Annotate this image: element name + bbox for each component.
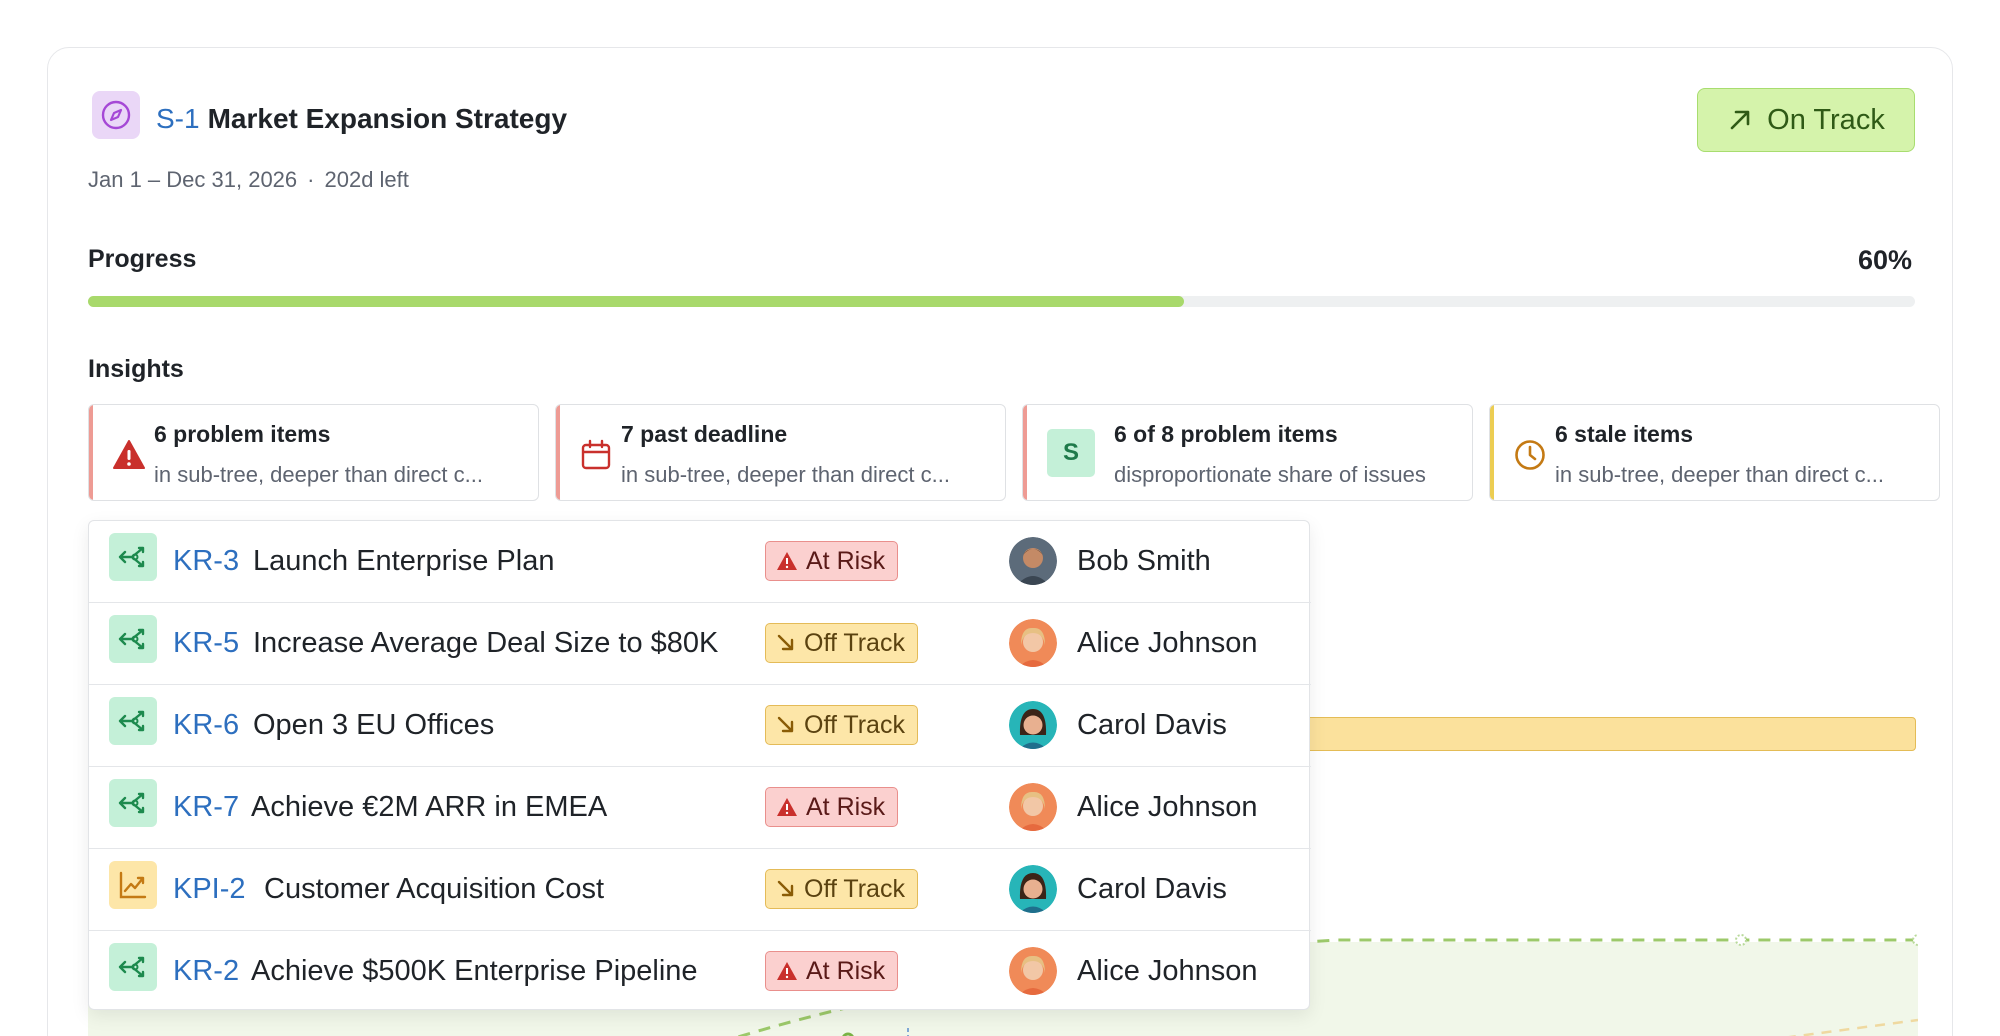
list-item[interactable]: KPI-2 Customer Acquisition Cost Off Trac… bbox=[89, 849, 1311, 931]
item-id[interactable]: KR-2 bbox=[173, 955, 240, 987]
warning-icon bbox=[777, 798, 797, 816]
warning-icon bbox=[777, 962, 797, 980]
insight-subtitle: in sub-tree, deeper than direct c... bbox=[621, 462, 950, 487]
status-label: At Risk bbox=[806, 546, 886, 575]
item-name[interactable]: Increase Average Deal Size to $80K bbox=[253, 627, 719, 659]
item-name[interactable]: Customer Acquisition Cost bbox=[264, 873, 605, 905]
item-id[interactable]: KR-3 bbox=[173, 545, 240, 577]
list-item[interactable]: KR-7 Achieve €2M ARR in EMEA At Risk Ali… bbox=[89, 767, 1311, 849]
owner-name: Carol Davis bbox=[1077, 709, 1227, 741]
key-result-icon bbox=[109, 615, 157, 663]
key-result-icon bbox=[109, 779, 157, 827]
insight-subtitle: disproportionate share of issues bbox=[1114, 462, 1426, 487]
avatar bbox=[1009, 701, 1057, 749]
key-result-icon bbox=[109, 697, 157, 745]
list-item[interactable]: KR-2 Achieve $500K Enterprise Pipeline A… bbox=[89, 931, 1311, 1013]
status-label: At Risk bbox=[806, 792, 886, 821]
data-point bbox=[1735, 934, 1747, 946]
trend-chart-icon bbox=[109, 861, 157, 909]
warning-icon bbox=[777, 552, 797, 570]
target-line bbox=[1788, 1018, 1918, 1036]
item-id[interactable]: KR-5 bbox=[173, 627, 240, 659]
problem-items-dropdown: KR-3 Launch Enterprise Plan At Risk Bob … bbox=[88, 520, 1311, 1013]
insight-title: 6 of 8 problem items bbox=[1114, 421, 1338, 447]
page-title: S-1 Market Expansion Strategy bbox=[156, 103, 567, 135]
arrow-down-right-icon bbox=[777, 634, 794, 651]
insight-accent bbox=[1490, 405, 1494, 500]
insights-label: Insights bbox=[88, 355, 184, 383]
data-point bbox=[1912, 934, 1918, 946]
item-id[interactable]: KPI-2 bbox=[173, 873, 246, 905]
avatar bbox=[1009, 619, 1057, 667]
arrow-down-right-icon bbox=[777, 880, 794, 897]
avatar bbox=[1009, 537, 1057, 585]
insight-title: 6 stale items bbox=[1555, 421, 1694, 447]
key-result-icon bbox=[109, 943, 157, 991]
avatar-letter: S bbox=[1062, 439, 1079, 466]
status-badge: Off Track bbox=[765, 869, 918, 909]
progress-bar bbox=[88, 296, 1915, 307]
item-name[interactable]: Open 3 EU Offices bbox=[253, 709, 495, 741]
avatar bbox=[1009, 947, 1057, 995]
status-label: On Track bbox=[1767, 103, 1885, 136]
timeline-bar bbox=[1300, 717, 1916, 751]
insight-accent bbox=[556, 405, 560, 500]
item-name[interactable]: Achieve $500K Enterprise Pipeline bbox=[251, 955, 698, 987]
insight-card-stale-items[interactable]: 6 stale items in sub-tree, deeper than d… bbox=[1489, 404, 1940, 501]
status-button[interactable]: On Track bbox=[1697, 88, 1915, 152]
progress-label: Progress bbox=[88, 245, 197, 273]
arrow-down-right-icon bbox=[777, 716, 794, 733]
status-label: Off Track bbox=[804, 628, 905, 657]
status-badge: Off Track bbox=[765, 705, 918, 745]
item-name[interactable]: Launch Enterprise Plan bbox=[253, 545, 555, 577]
owner-name: Carol Davis bbox=[1077, 873, 1227, 905]
status-badge: At Risk bbox=[765, 787, 899, 827]
status-badge: Off Track bbox=[765, 623, 918, 663]
list-item[interactable]: KR-3 Launch Enterprise Plan At Risk Bob … bbox=[89, 521, 1311, 603]
status-label: Off Track bbox=[804, 874, 905, 903]
owner-name: Alice Johnson bbox=[1077, 791, 1258, 823]
insight-subtitle: in sub-tree, deeper than direct c... bbox=[154, 462, 483, 487]
status-badge: At Risk bbox=[765, 541, 899, 581]
strategy-id[interactable]: S-1 bbox=[156, 103, 200, 134]
item-id[interactable]: KR-6 bbox=[173, 709, 240, 741]
insight-title: 7 past deadline bbox=[621, 421, 788, 447]
owner-name: Alice Johnson bbox=[1077, 627, 1258, 659]
insight-accent bbox=[89, 405, 93, 500]
insight-card-past-deadline[interactable]: 7 past deadline in sub-tree, deeper than… bbox=[555, 404, 1006, 501]
avatar bbox=[1009, 783, 1057, 831]
key-result-icon bbox=[109, 533, 157, 581]
time-left: 202d left bbox=[324, 167, 409, 192]
calendar-icon bbox=[576, 435, 616, 475]
separator-dot: · bbox=[307, 167, 315, 192]
status-label: Off Track bbox=[804, 710, 905, 739]
progress-value: 60% bbox=[1857, 245, 1912, 275]
insight-subtitle: in sub-tree, deeper than direct c... bbox=[1555, 462, 1884, 487]
list-item[interactable]: KR-5 Increase Average Deal Size to $80K … bbox=[89, 603, 1311, 685]
insight-title: 6 problem items bbox=[154, 421, 331, 447]
date-range: Jan 1 – Dec 31, 2026 bbox=[88, 167, 298, 192]
warning-icon bbox=[109, 435, 149, 475]
strategy-title: Market Expansion Strategy bbox=[207, 103, 568, 134]
item-name[interactable]: Achieve €2M ARR in EMEA bbox=[251, 791, 608, 823]
owner-name: Bob Smith bbox=[1077, 545, 1211, 577]
clock-icon bbox=[1510, 435, 1550, 475]
list-item[interactable]: KR-6 Open 3 EU Offices Off Track Carol D… bbox=[89, 685, 1311, 767]
insight-card-disproportionate[interactable]: S 6 of 8 problem items disproportionate … bbox=[1022, 404, 1473, 501]
arrow-up-right-icon bbox=[1730, 110, 1750, 130]
status-label: At Risk bbox=[806, 956, 886, 985]
insight-accent bbox=[1023, 405, 1027, 500]
avatar bbox=[1009, 865, 1057, 913]
item-id[interactable]: KR-7 bbox=[173, 791, 240, 823]
compass-icon bbox=[92, 91, 140, 139]
status-badge: At Risk bbox=[765, 951, 899, 991]
date-range-line: Jan 1 – Dec 31, 2026 · 202d left bbox=[88, 167, 409, 193]
progress-fill bbox=[88, 296, 1185, 307]
owner-avatar-s: S bbox=[1047, 429, 1095, 477]
owner-name: Alice Johnson bbox=[1077, 955, 1258, 987]
insight-card-problem-items[interactable]: 6 problem items in sub-tree, deeper than… bbox=[88, 404, 539, 501]
